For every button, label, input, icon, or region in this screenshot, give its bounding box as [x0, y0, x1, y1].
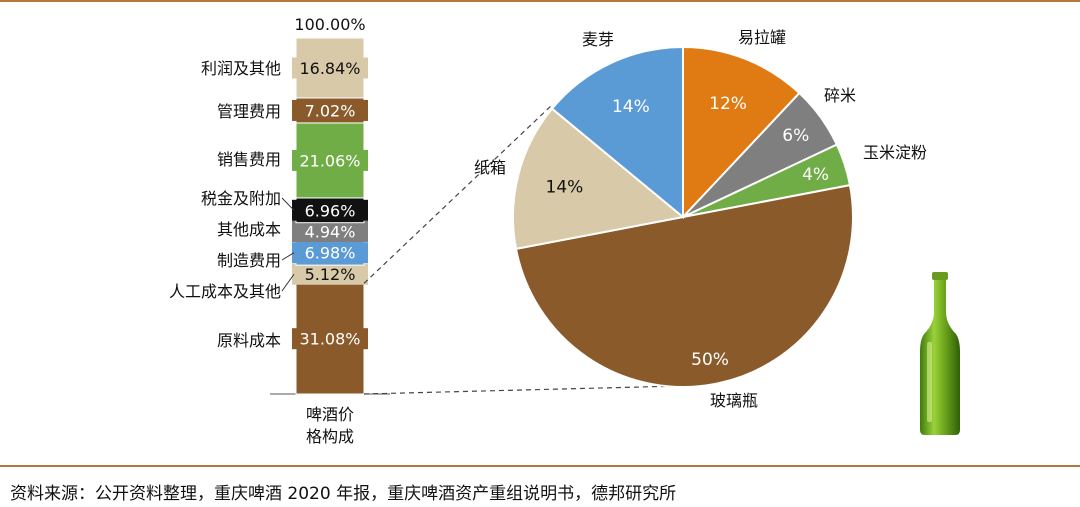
value-box-segment-4 — [292, 199, 368, 221]
value-label-segment-2: 6.98% — [305, 244, 356, 263]
value-label-segment-4: 6.96% — [305, 201, 356, 220]
value-label-segment-3: 4.94% — [305, 222, 356, 241]
pie-value-label-0: 12% — [709, 94, 747, 114]
x-category-label-0: 啤酒价 — [306, 405, 354, 424]
value-label-segment-1: 5.12% — [305, 265, 356, 284]
pie-name-label-3: 玻璃瓶 — [710, 391, 758, 410]
x-category-label-1: 格构成 — [306, 427, 354, 446]
value-label-segment-7: 16.84% — [299, 59, 360, 78]
pie-value-label-3: 50% — [691, 350, 729, 370]
pie-slice-5 — [550, 45, 684, 220]
connector-lines — [363, 103, 681, 395]
value-label-segment-6: 7.02% — [305, 101, 356, 120]
bottom-rule — [0, 465, 1080, 467]
pie-name-label-5: 麦芽 — [582, 30, 614, 49]
value-box-segment-2 — [292, 242, 368, 264]
pie-name-label-4: 纸箱 — [474, 158, 506, 177]
beer-bottle-icon — [920, 272, 960, 435]
category-label-1: 人工成本及其他 — [169, 282, 281, 301]
category-label-3: 其他成本 — [217, 220, 281, 239]
pie-slice-0 — [682, 45, 801, 220]
category-label-4: 税金及附加 — [201, 189, 281, 208]
stacked-bar-chart: 31.08% 5.12% 6.98% 4.94% 6.96% 21.06% 7.02% 16.… — [169, 15, 390, 446]
category-label-0: 原料成本 — [217, 331, 281, 350]
value-box-segment-5 — [292, 149, 368, 171]
pie-name-label-2: 玉米淀粉 — [863, 143, 927, 162]
category-label-6: 管理费用 — [217, 102, 281, 121]
source-note: 资料来源：公开资料整理，重庆啤酒 2020 年报，重庆啤酒资产重组说明书，德邦研… — [10, 484, 677, 504]
value-label-segment-0: 31.08% — [299, 330, 360, 349]
category-label-5: 销售费用 — [217, 150, 281, 169]
pie-slice-3 — [514, 183, 854, 388]
connector-top — [363, 103, 554, 284]
category-label-7: 利润及其他 — [201, 59, 281, 78]
pie-value-label-4: 14% — [546, 178, 584, 198]
pie-value-label-5: 14% — [612, 97, 650, 117]
value-box-segment-6 — [292, 99, 368, 121]
value-box-segment-7 — [292, 57, 368, 79]
bar-total-label: 100.00% — [294, 15, 365, 34]
connector-bottom — [363, 385, 681, 395]
value-box-segment-3 — [292, 220, 368, 242]
leader-line-4 — [281, 197, 295, 211]
top-rule — [0, 0, 1080, 2]
pie-chart: 12% 易拉罐 6% 碎米 4% 玉米淀粉 50% 玻璃瓶 14% 纸箱 14% 麦芽 — [474, 28, 927, 410]
pie-slice-4 — [512, 107, 686, 251]
pie-value-label-1: 6% — [782, 126, 809, 146]
category-label-2: 制造费用 — [217, 251, 281, 270]
value-box-segment-0 — [292, 328, 368, 350]
pie-value-label-2: 4% — [802, 165, 829, 185]
value-label-segment-5: 21.06% — [299, 151, 360, 170]
pie-name-label-0: 易拉罐 — [738, 28, 786, 47]
chart-canvas: 31.08% 5.12% 6.98% 4.94% 6.96% 21.06% 7.02% 16.… — [169, 15, 927, 446]
pie-name-label-1: 碎米 — [824, 86, 856, 105]
leader-line-1 — [281, 273, 295, 292]
value-box-segment-1 — [292, 263, 368, 285]
leader-line-2 — [281, 252, 295, 261]
